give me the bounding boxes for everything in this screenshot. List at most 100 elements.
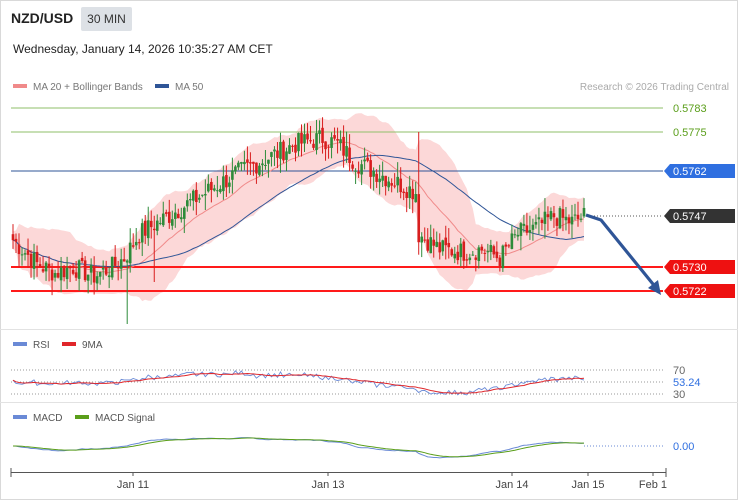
candle (315, 119, 318, 155)
candle (41, 256, 45, 273)
candle (531, 218, 535, 241)
x-tick-label: Jan 13 (311, 479, 344, 491)
candle (405, 186, 408, 213)
candle-body (477, 247, 481, 262)
candle (477, 245, 481, 269)
candle (68, 265, 72, 283)
candle-body (41, 269, 45, 272)
candle (98, 271, 102, 285)
candle (375, 169, 378, 188)
candle (543, 198, 547, 239)
candle-body (279, 141, 282, 159)
candle (219, 185, 222, 194)
candle-body (543, 211, 547, 224)
candle (189, 193, 192, 207)
candle-body (537, 217, 541, 220)
candle (234, 165, 237, 175)
candle (249, 152, 252, 176)
last-price-pill-text: 0.5747 (673, 211, 707, 223)
candle (396, 162, 399, 193)
pivot-pill-text: 0.5762 (673, 166, 707, 178)
candle-body (83, 260, 87, 281)
candle-body (552, 213, 556, 218)
legend-macd-label: MACD (33, 413, 62, 424)
candle (261, 159, 264, 177)
rsi-ma-line (12, 372, 585, 394)
candle (345, 131, 348, 163)
candle (522, 214, 526, 233)
candle-body (146, 220, 150, 239)
candle (207, 174, 210, 193)
candle-body (92, 267, 96, 283)
rsi-30-label: 30 (673, 389, 685, 401)
candle (414, 181, 418, 203)
candle (399, 167, 402, 199)
candle-body (176, 213, 180, 219)
candle-body (396, 176, 399, 186)
candle-body (345, 146, 348, 157)
candle-body (29, 253, 33, 267)
candle (74, 261, 78, 281)
candle-body (582, 207, 586, 217)
candle (552, 205, 556, 228)
candle-body (309, 140, 312, 142)
candle (456, 245, 460, 265)
candle (77, 259, 81, 291)
pivot-pill: 0.5762 (664, 164, 735, 178)
candle-body (456, 251, 460, 261)
candle-body (492, 246, 496, 255)
legend-ma50-swatch (155, 84, 169, 88)
candle (11, 224, 15, 249)
candle-body (405, 192, 408, 198)
candle-body (417, 194, 421, 243)
legend-macd-swatch (13, 415, 27, 419)
candle (59, 256, 63, 293)
candle (300, 124, 303, 157)
candle-body (501, 245, 505, 269)
candle (516, 227, 520, 241)
candle-body (216, 190, 219, 192)
candle-body (258, 165, 261, 175)
ma20-line (12, 141, 585, 274)
arrow-head (648, 280, 661, 295)
macd-zero-label: 0.00 (673, 441, 694, 453)
bollinger-band (13, 113, 584, 302)
candle (164, 209, 168, 217)
candle (243, 150, 246, 171)
candle-body (555, 218, 559, 226)
candle (534, 214, 538, 229)
candle-body (11, 234, 15, 241)
candle (198, 194, 201, 203)
candle-body (140, 223, 144, 243)
candle (336, 127, 339, 154)
legend-rsi-swatch (13, 342, 27, 346)
candle-body (336, 139, 339, 141)
candle-body (167, 211, 171, 223)
candle (492, 244, 496, 258)
candle-body (282, 141, 285, 161)
candle (495, 241, 499, 262)
candle-body (426, 239, 430, 251)
candle (432, 228, 436, 258)
candle-body (495, 251, 499, 259)
candle-body (300, 132, 303, 144)
candle (351, 161, 354, 172)
candle (267, 159, 270, 178)
candle-body (122, 259, 126, 262)
rsi-70-label: 70 (673, 365, 685, 377)
candle (62, 265, 66, 282)
candle (357, 161, 360, 178)
copyright: Research © 2026 Trading Central (580, 82, 729, 93)
interval-badge[interactable] (81, 7, 132, 31)
candle-body (522, 223, 526, 226)
candle-body (573, 214, 577, 216)
candle-body (113, 256, 117, 266)
candle-body (480, 246, 484, 251)
candle (50, 263, 54, 296)
candle-body (179, 217, 183, 220)
candle (537, 207, 541, 235)
candle (95, 271, 99, 291)
candle (393, 173, 396, 189)
candle (417, 132, 421, 255)
candle-body (330, 137, 333, 148)
